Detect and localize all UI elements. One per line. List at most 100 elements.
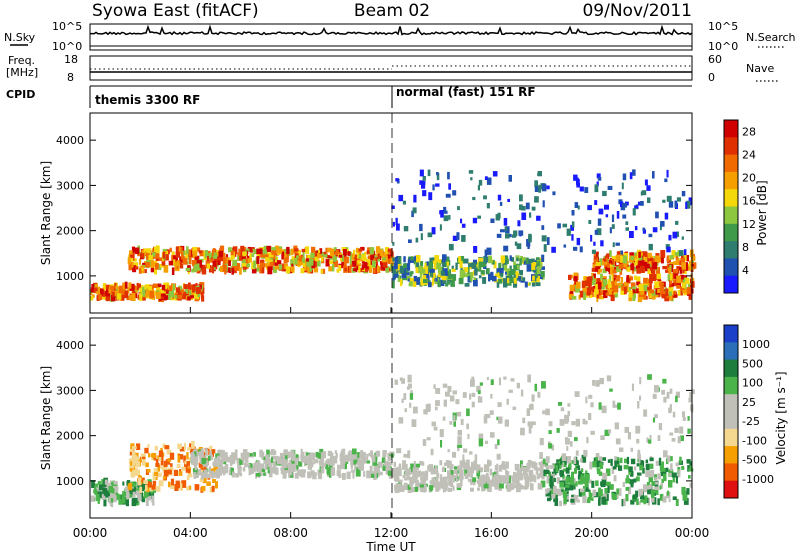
echo-cell <box>470 177 473 181</box>
echo-cell <box>191 285 196 291</box>
echo-cell <box>328 458 331 467</box>
colorbar-tick-label: 500 <box>742 357 763 370</box>
echo-cell <box>184 460 187 465</box>
echo-cell <box>628 294 632 302</box>
echo-cell <box>686 459 691 464</box>
echo-cell <box>403 256 406 263</box>
echo-cell <box>447 487 453 492</box>
echo-cell <box>457 483 462 488</box>
echo-cell <box>638 260 643 268</box>
echo-cell <box>219 245 225 253</box>
echo-cell <box>395 217 398 226</box>
freq-label-line2: [MHz] <box>6 66 38 79</box>
echo-cell <box>640 495 645 500</box>
echo-cell <box>627 431 631 440</box>
echo-cell <box>378 461 383 468</box>
echo-cell <box>176 260 180 266</box>
echo-cell <box>660 465 663 472</box>
echo-cell <box>442 254 447 262</box>
echo-cell <box>193 470 197 479</box>
echo-cell <box>607 185 613 190</box>
echo-cell <box>225 267 231 273</box>
echo-cell <box>652 417 656 423</box>
echo-cell <box>671 472 677 478</box>
echo-cell <box>647 252 652 259</box>
echo-cell <box>647 487 652 495</box>
echo-cell <box>470 379 475 387</box>
echo-cell <box>144 447 149 454</box>
echo-cell <box>344 454 349 462</box>
echo-cell <box>541 275 545 280</box>
echo-cell <box>105 490 110 498</box>
echo-cell <box>220 450 225 454</box>
echo-cell <box>186 290 191 295</box>
echo-cell <box>600 273 603 280</box>
x-tick-label: 16:00 <box>474 526 509 540</box>
echo-cell <box>330 460 335 466</box>
echo-cell <box>675 257 680 265</box>
echo-cell <box>237 255 241 261</box>
echo-cell <box>225 254 229 259</box>
echo-cell <box>570 274 574 279</box>
echo-cell <box>526 466 529 471</box>
echo-cell <box>93 287 98 292</box>
echo-cell <box>564 484 570 488</box>
echo-cell <box>186 486 190 491</box>
echo-cell <box>202 475 207 484</box>
echo-cell <box>498 271 501 279</box>
echo-cell <box>445 283 449 287</box>
echo-cell <box>434 465 437 472</box>
echo-cell <box>581 454 587 463</box>
echo-cell <box>146 481 151 485</box>
echo-cell <box>375 246 381 254</box>
echo-cell <box>305 246 310 254</box>
echo-cell <box>135 288 138 294</box>
echo-cell <box>545 488 548 494</box>
y-tick-label: 3000 <box>56 384 84 397</box>
echo-cell <box>105 295 111 301</box>
echo-cell <box>426 437 431 441</box>
echo-cell <box>602 258 607 264</box>
echo-cell <box>300 469 306 474</box>
echo-cell <box>497 194 502 201</box>
echo-cell <box>396 223 400 231</box>
echo-cell <box>161 293 166 297</box>
echo-cell <box>222 260 227 265</box>
echo-cell <box>503 256 509 261</box>
colorbar-tick-label: -100 <box>742 434 767 447</box>
echo-cell <box>194 255 200 264</box>
echo-cell <box>409 272 413 277</box>
echo-cell <box>650 490 655 498</box>
echo-cell <box>169 247 172 253</box>
echo-cell <box>579 290 584 298</box>
echo-cell <box>559 470 565 476</box>
echo-cell <box>597 177 602 181</box>
echo-cell <box>365 460 371 464</box>
echo-cell <box>294 258 298 265</box>
echo-cell <box>108 286 112 291</box>
echo-cell <box>392 257 396 262</box>
echo-cell <box>668 291 672 297</box>
echo-cell <box>185 461 190 467</box>
echo-cell <box>146 469 151 473</box>
echo-cell <box>667 455 671 463</box>
echo-cell <box>624 458 628 464</box>
echo-cell <box>681 465 685 470</box>
echo-cell <box>220 265 223 272</box>
colorbar-swatch <box>724 120 738 138</box>
echo-cell <box>116 293 122 300</box>
echo-cell <box>105 483 111 492</box>
echo-cell <box>598 208 604 215</box>
echo-cell <box>651 274 657 281</box>
echo-cell <box>309 265 312 272</box>
noise-left-tick-top: 10^5 <box>52 20 82 33</box>
echo-cell <box>170 466 174 471</box>
echo-cell <box>545 465 550 469</box>
echo-cell <box>336 249 339 255</box>
echo-cell <box>232 259 237 266</box>
echo-cell <box>361 259 365 264</box>
echo-cell <box>282 249 288 258</box>
echo-cell <box>452 390 457 395</box>
echo-cell <box>171 267 175 275</box>
echo-cell <box>591 278 596 285</box>
